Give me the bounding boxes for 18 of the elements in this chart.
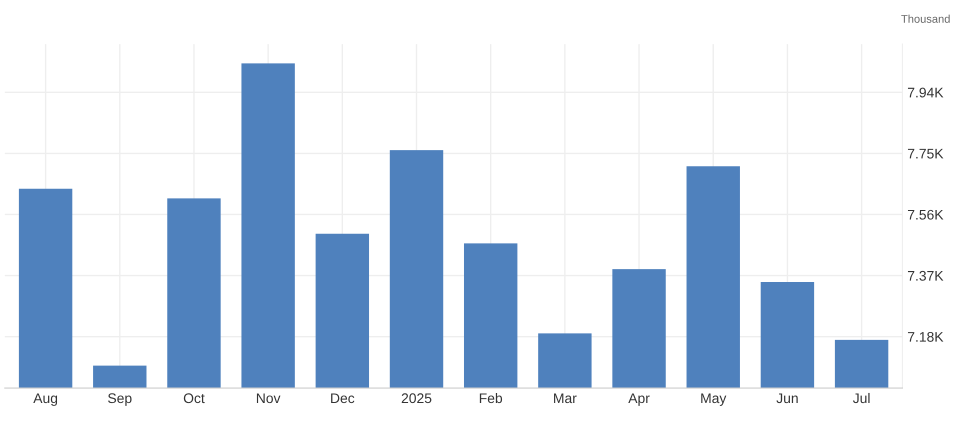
x-tick-label: Dec bbox=[331, 393, 354, 404]
x-tick-label: Nov bbox=[256, 393, 280, 404]
x-tick-label: Feb bbox=[480, 392, 502, 404]
y-axis-title: Thousand bbox=[901, 14, 950, 23]
x-tick-label: Sep bbox=[108, 393, 132, 406]
x-tick-label: Jul bbox=[852, 392, 870, 404]
y-tick-label: 7.56K bbox=[908, 210, 944, 220]
x-tick-label: Jun bbox=[776, 393, 798, 404]
y-tick-label: 7.75K bbox=[908, 148, 944, 159]
y-tick-label: 7.94K bbox=[908, 88, 944, 98]
x-tick-label: Apr bbox=[628, 393, 650, 406]
x-tick-label: Mar bbox=[554, 393, 577, 404]
x-tick-label: 2025 bbox=[402, 393, 432, 404]
y-tick-label: 7.37K bbox=[908, 270, 944, 281]
y-tick-label: 7.18K bbox=[908, 332, 944, 342]
x-tick-label: May bbox=[701, 393, 726, 406]
x-tick-label: Oct bbox=[184, 393, 205, 404]
x-tick-label: Aug bbox=[33, 393, 58, 406]
